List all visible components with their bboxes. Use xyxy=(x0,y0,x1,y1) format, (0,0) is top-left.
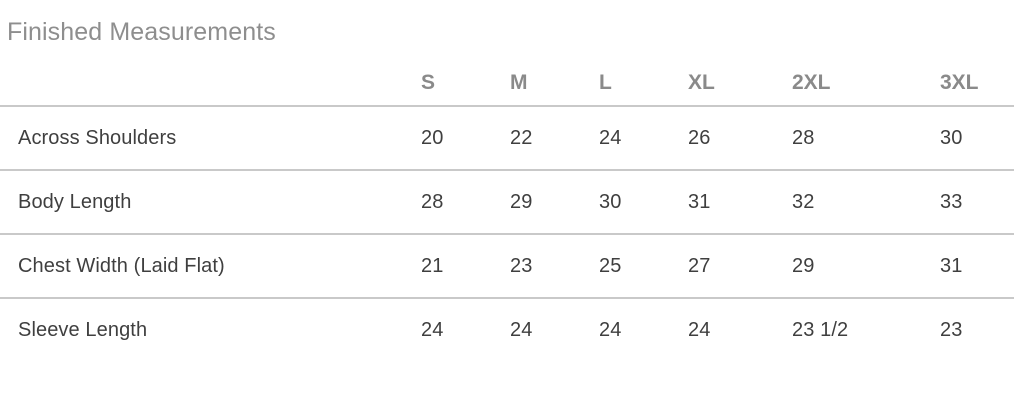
table-header: S M L XL 2XL 3XL xyxy=(0,61,1014,106)
table-row: Across Shoulders 20 22 24 26 28 30 xyxy=(0,106,1014,170)
cell-value: 30 xyxy=(599,190,622,213)
cell-value: 20 xyxy=(421,126,444,149)
cell-value: 23 xyxy=(940,319,963,341)
cell-value: 27 xyxy=(688,254,711,277)
cell-value: 24 xyxy=(510,319,533,341)
cell-value: 28 xyxy=(792,126,815,149)
column-header-3xl: 3XL xyxy=(940,71,979,94)
measurements-table: S M L XL 2XL 3XL Across Shoulders 20 22 … xyxy=(0,61,1014,362)
cell-value: 31 xyxy=(688,190,711,213)
cell-value: 24 xyxy=(688,319,711,341)
row-label: Sleeve Length xyxy=(18,319,148,341)
cell-value: 33 xyxy=(940,190,963,213)
column-header-xl: XL xyxy=(688,71,715,94)
cell-value: 30 xyxy=(940,126,963,149)
table-body: Across Shoulders 20 22 24 26 28 30 Body … xyxy=(0,106,1014,362)
cell-value: 22 xyxy=(510,126,533,149)
column-header-m: M xyxy=(510,71,528,94)
cell-value: 29 xyxy=(792,254,815,277)
cell-value: 23 xyxy=(510,254,533,277)
finished-measurements-chart: Finished Measurements S M L XL 2XL 3XL A… xyxy=(0,18,1014,362)
row-label: Across Shoulders xyxy=(18,126,177,149)
row-label: Chest Width (Laid Flat) xyxy=(18,254,225,277)
cell-value: 24 xyxy=(599,319,622,341)
cell-value: 28 xyxy=(421,190,444,213)
table-row: Body Length 28 29 30 31 32 33 xyxy=(0,170,1014,234)
cell-value: 32 xyxy=(792,190,815,213)
column-header-2xl: 2XL xyxy=(792,71,831,94)
cell-value: 31 xyxy=(940,254,963,277)
header-row: S M L XL 2XL 3XL xyxy=(0,61,1014,106)
table-row: Chest Width (Laid Flat) 21 23 25 27 29 3… xyxy=(0,234,1014,298)
cell-value: 26 xyxy=(688,126,711,149)
cell-value: 29 xyxy=(510,190,533,213)
cell-value: 25 xyxy=(599,254,622,277)
cell-value: 23 1/2 xyxy=(792,319,849,341)
table-row: Sleeve Length 24 24 24 24 23 1/2 23 xyxy=(0,298,1014,362)
column-header-l: L xyxy=(599,71,612,94)
cell-value: 24 xyxy=(599,126,622,149)
cell-value: 21 xyxy=(421,254,444,277)
cell-value: 24 xyxy=(421,319,444,341)
column-header-measurement xyxy=(0,61,410,106)
column-header-s: S xyxy=(421,71,436,94)
row-label: Body Length xyxy=(18,190,132,213)
page-title: Finished Measurements xyxy=(7,18,276,46)
